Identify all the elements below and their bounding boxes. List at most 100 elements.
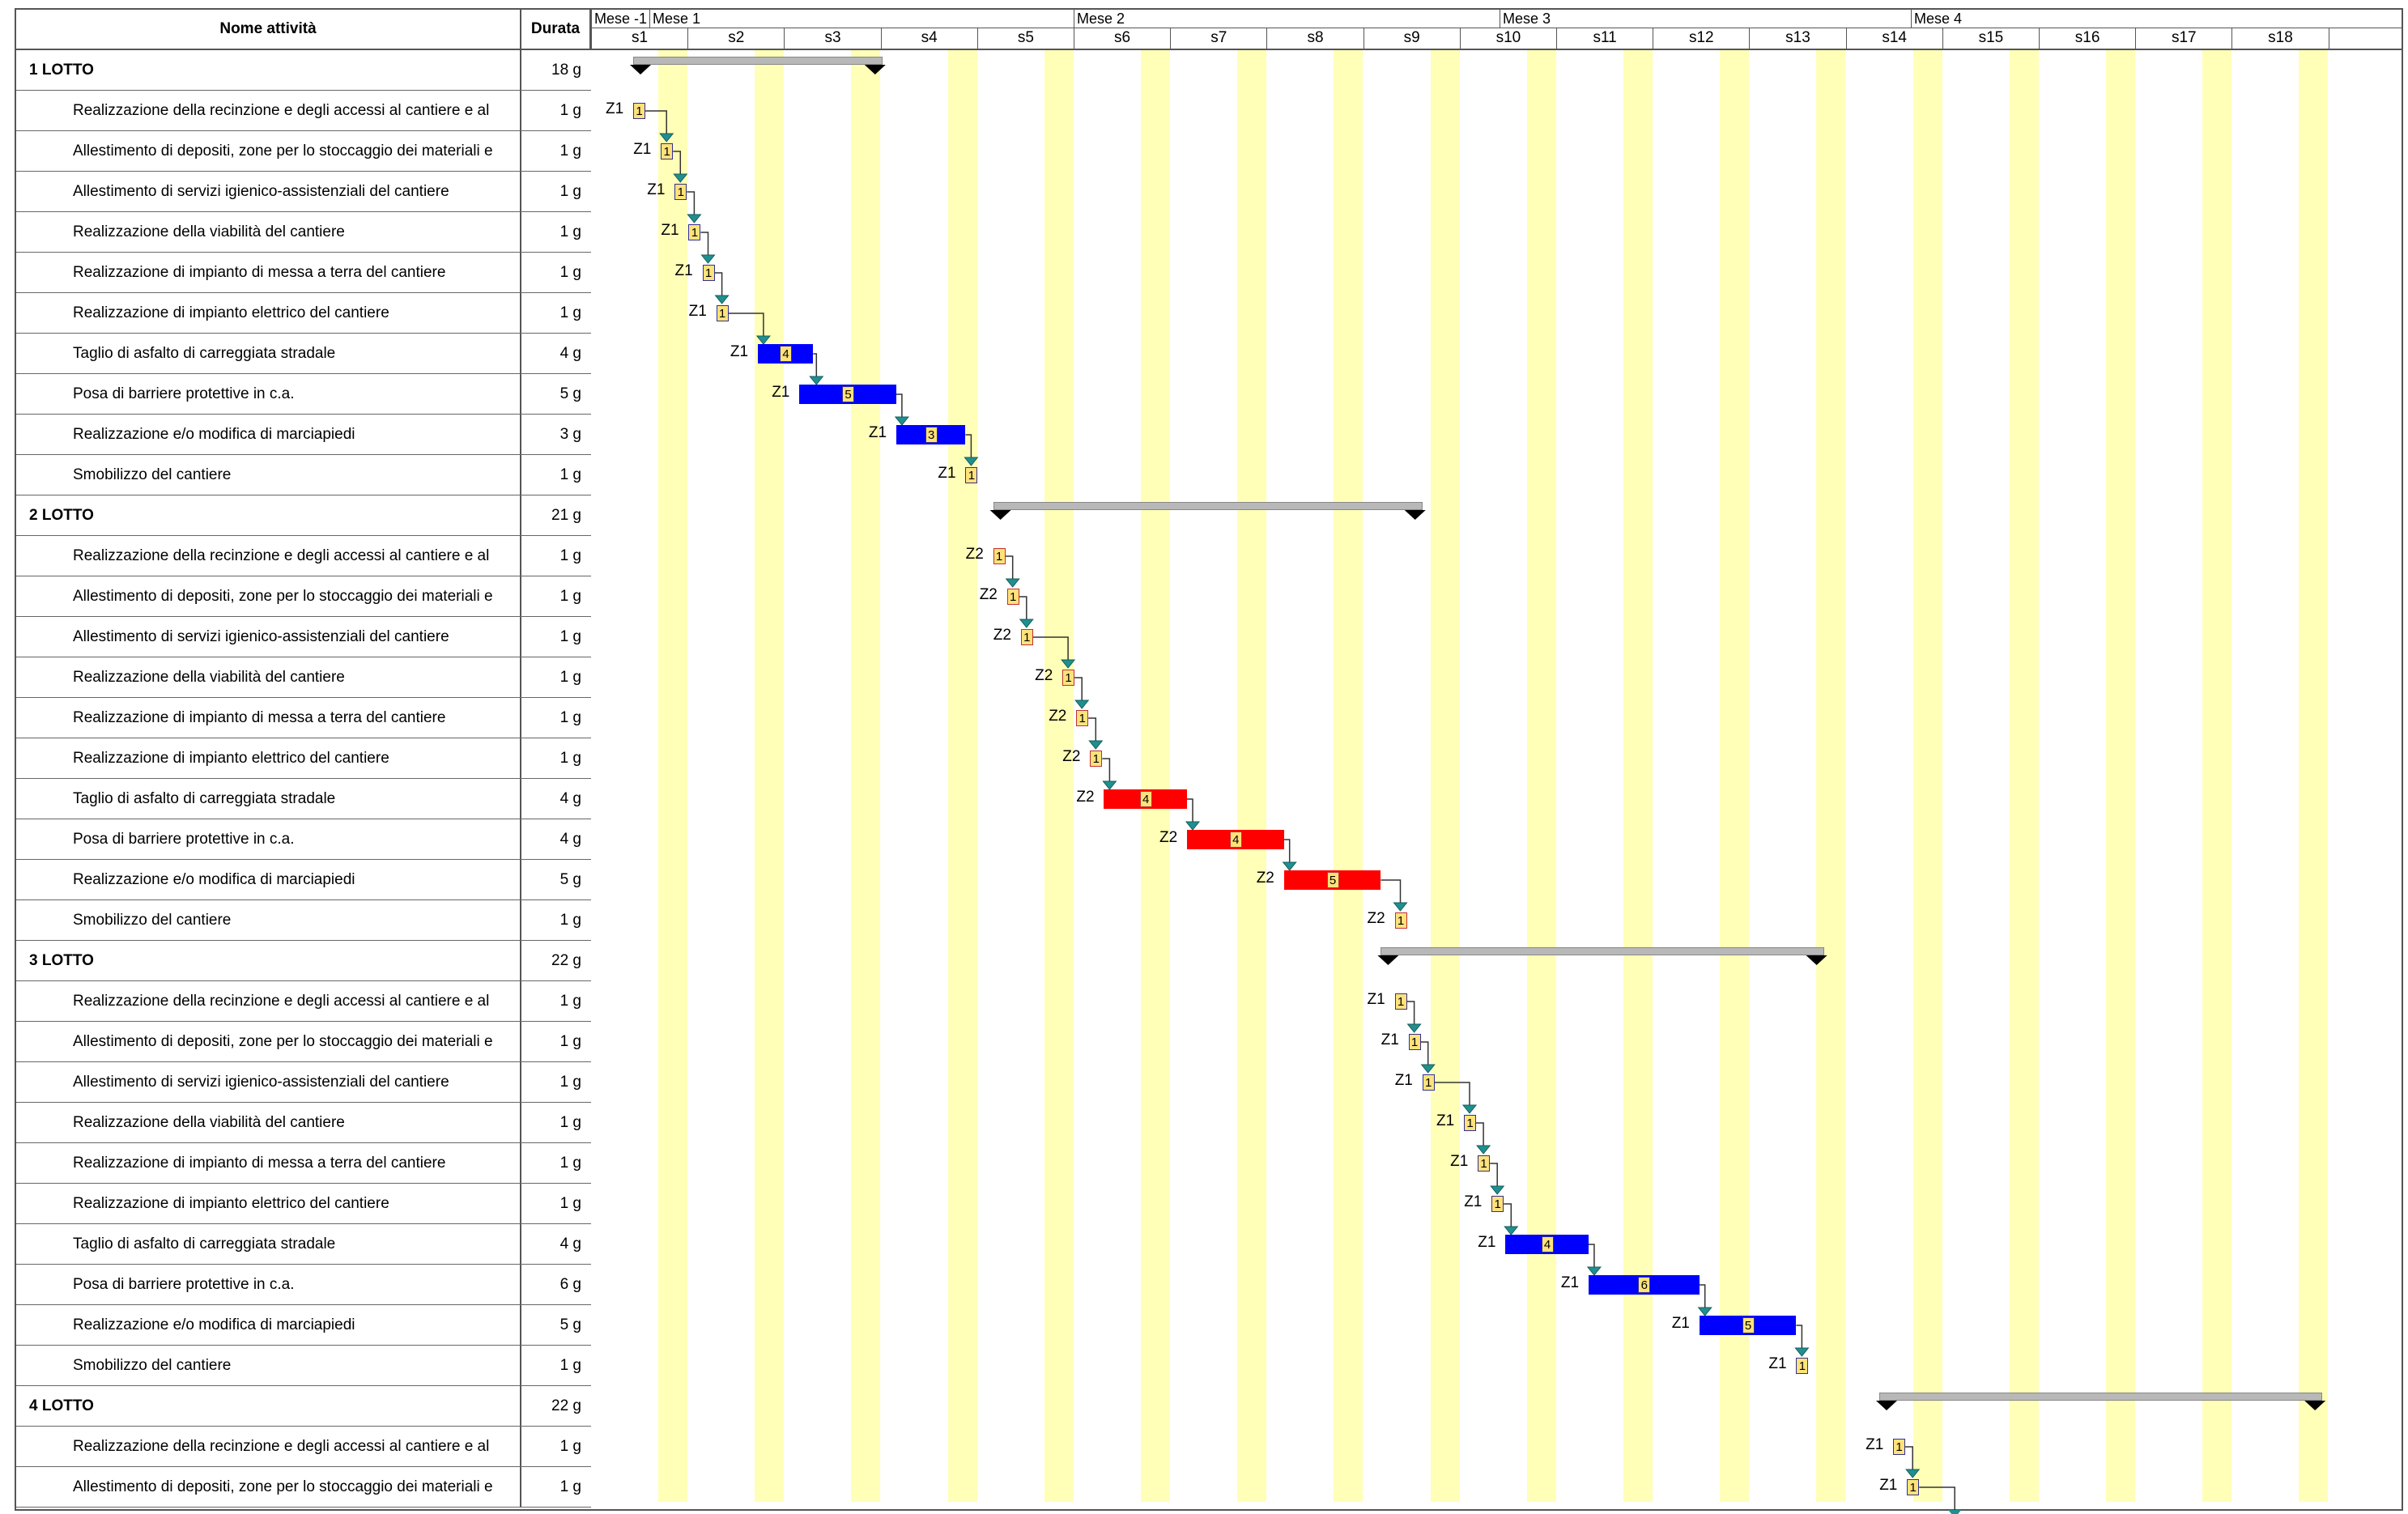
task-bar[interactable]: 1 — [1478, 1155, 1491, 1172]
task-row[interactable]: Realizzazione di impianto di messa a ter… — [16, 698, 591, 738]
dependency-arrow — [1461, 1104, 1478, 1114]
task-row[interactable]: Allestimento di servizi igienico-assiste… — [16, 617, 591, 657]
task-bar[interactable]: 4 — [1104, 789, 1187, 809]
dependency-arrow — [1697, 1307, 1712, 1316]
week-header-s11[interactable]: s11 — [1556, 28, 1653, 49]
task-bar[interactable]: 1 — [688, 223, 701, 241]
task-bar[interactable]: 1 — [1422, 1074, 1435, 1091]
task-row[interactable]: Posa di barriere protettive in c.a. 5 g — [16, 374, 591, 415]
summary-row[interactable]: 3 LOTTO 22 g — [16, 941, 591, 981]
column-header-duration[interactable]: Durata — [521, 10, 591, 50]
task-bar[interactable]: 1 — [965, 466, 978, 484]
task-row[interactable]: Realizzazione della viabilità del cantie… — [16, 657, 591, 698]
task-row[interactable]: Realizzazione della recinzione e degli a… — [16, 91, 591, 131]
week-header-s7[interactable]: s7 — [1170, 28, 1266, 49]
task-bar[interactable]: 3 — [896, 425, 966, 444]
task-row[interactable]: Allestimento di depositi, zone per lo st… — [16, 131, 591, 172]
week-header-s17[interactable]: s17 — [2135, 28, 2231, 49]
task-bar[interactable]: 5 — [1699, 1316, 1797, 1335]
task-row[interactable]: Smobilizzo del cantiere 1 g — [16, 455, 591, 495]
week-header-s4[interactable]: s4 — [880, 28, 977, 49]
summary-bar[interactable] — [633, 57, 883, 65]
task-bar[interactable]: 1 — [1090, 750, 1103, 768]
task-row[interactable]: Smobilizzo del cantiere 1 g — [16, 1346, 591, 1386]
week-header-s1[interactable]: s1 — [591, 28, 687, 49]
week-header-s16[interactable]: s16 — [2039, 28, 2135, 49]
week-header-s8[interactable]: s8 — [1266, 28, 1363, 49]
task-row[interactable]: Allestimento di depositi, zone per lo st… — [16, 1022, 591, 1062]
task-bar[interactable]: 4 — [1187, 830, 1284, 849]
summary-bar[interactable] — [993, 502, 1423, 510]
task-bar[interactable]: 4 — [1505, 1235, 1589, 1254]
task-bar[interactable]: 1 — [1893, 1438, 1906, 1456]
task-bar[interactable]: 1 — [716, 304, 729, 322]
task-row[interactable]: Realizzazione di impianto elettrico del … — [16, 1184, 591, 1224]
task-bar[interactable]: 1 — [1020, 628, 1033, 646]
task-row[interactable]: Allestimento di servizi igienico-assiste… — [16, 172, 591, 212]
week-header-s18[interactable]: s18 — [2231, 28, 2328, 49]
week-header-s6[interactable]: s6 — [1074, 28, 1170, 49]
task-bar[interactable]: 1 — [1062, 669, 1075, 687]
task-row[interactable]: Realizzazione della recinzione e degli a… — [16, 981, 591, 1022]
month-header-0[interactable]: Mese -1 — [591, 10, 649, 28]
week-header-s5[interactable]: s5 — [976, 28, 1074, 49]
week-header-s13[interactable]: s13 — [1749, 28, 1845, 49]
week-header-s2[interactable]: s2 — [687, 28, 784, 49]
task-row[interactable]: Taglio di asfalto di carreggiata stradal… — [16, 779, 591, 819]
task-bar[interactable]: 1 — [1907, 1478, 1920, 1496]
summary-row[interactable]: 4 LOTTO 22 g — [16, 1386, 591, 1427]
week-header-s9[interactable]: s9 — [1363, 28, 1460, 49]
task-bar[interactable]: 1 — [1408, 1033, 1421, 1051]
task-row[interactable]: Realizzazione di impianto elettrico del … — [16, 738, 591, 779]
task-bar[interactable]: 1 — [1076, 709, 1089, 727]
task-row[interactable]: Allestimento di servizi igienico-assiste… — [16, 1062, 591, 1103]
task-row[interactable]: Realizzazione di impianto di messa a ter… — [16, 1143, 591, 1184]
task-bar[interactable]: 1 — [661, 142, 674, 160]
task-bar[interactable]: 6 — [1588, 1275, 1700, 1295]
task-bar[interactable]: 1 — [1796, 1357, 1809, 1375]
task-bar[interactable]: 1 — [1491, 1195, 1504, 1213]
column-header-name[interactable]: Nome attività — [16, 10, 521, 50]
task-row[interactable]: Posa di barriere protettive in c.a. 4 g — [16, 819, 591, 860]
task-bar[interactable]: 1 — [674, 183, 687, 201]
week-header-s14[interactable]: s14 — [1845, 28, 1942, 49]
task-row[interactable]: Realizzazione della recinzione e degli a… — [16, 536, 591, 576]
task-row[interactable]: Taglio di asfalto di carreggiata stradal… — [16, 334, 591, 374]
task-bar[interactable]: 4 — [757, 344, 814, 364]
task-bar[interactable]: 1 — [1006, 588, 1019, 606]
summary-bar[interactable] — [1381, 947, 1824, 955]
task-bar[interactable]: 5 — [799, 385, 896, 404]
task-row[interactable]: Posa di barriere protettive in c.a. 6 g — [16, 1265, 591, 1305]
task-row[interactable]: Realizzazione e/o modifica di marciapied… — [16, 860, 591, 900]
task-row[interactable]: Realizzazione della viabilità del cantie… — [16, 1103, 591, 1143]
month-header-2[interactable]: Mese 2 — [1074, 10, 1500, 28]
task-bar[interactable]: 1 — [702, 264, 715, 282]
task-bar[interactable]: 1 — [1394, 993, 1407, 1010]
task-row[interactable]: Realizzazione di impianto elettrico del … — [16, 293, 591, 334]
task-row[interactable]: Realizzazione della viabilità del cantie… — [16, 212, 591, 253]
month-header-4[interactable]: Mese 4 — [1911, 10, 2397, 28]
month-header-1[interactable]: Mese 1 — [649, 10, 1074, 28]
task-row[interactable]: Allestimento di depositi, zone per lo st… — [16, 1467, 591, 1508]
week-header-s10[interactable]: s10 — [1459, 28, 1556, 49]
task-name: Allestimento di servizi igienico-assiste… — [16, 617, 521, 657]
task-row[interactable]: Realizzazione di impianto di messa a ter… — [16, 253, 591, 293]
task-bar[interactable]: 5 — [1283, 870, 1381, 890]
task-row[interactable]: Realizzazione e/o modifica di marciapied… — [16, 1305, 591, 1346]
summary-bar[interactable] — [1879, 1393, 2323, 1401]
month-header-3[interactable]: Mese 3 — [1500, 10, 1911, 28]
task-bar[interactable]: 1 — [633, 102, 645, 120]
summary-row[interactable]: 1 LOTTO 18 g — [16, 50, 591, 91]
task-row[interactable]: Allestimento di depositi, zone per lo st… — [16, 576, 591, 617]
task-row[interactable]: Taglio di asfalto di carreggiata stradal… — [16, 1224, 591, 1265]
task-bar[interactable]: 1 — [1464, 1114, 1476, 1132]
week-header-s12[interactable]: s12 — [1653, 28, 1749, 49]
task-bar[interactable]: 1 — [993, 547, 1006, 565]
week-header-s3[interactable]: s3 — [784, 28, 880, 49]
task-row[interactable]: Realizzazione e/o modifica di marciapied… — [16, 415, 591, 455]
task-bar[interactable]: 1 — [1394, 912, 1407, 929]
week-header-s15[interactable]: s15 — [1942, 28, 2039, 49]
task-row[interactable]: Smobilizzo del cantiere 1 g — [16, 900, 591, 941]
summary-row[interactable]: 2 LOTTO 21 g — [16, 495, 591, 536]
task-row[interactable]: Realizzazione della recinzione e degli a… — [16, 1427, 591, 1467]
